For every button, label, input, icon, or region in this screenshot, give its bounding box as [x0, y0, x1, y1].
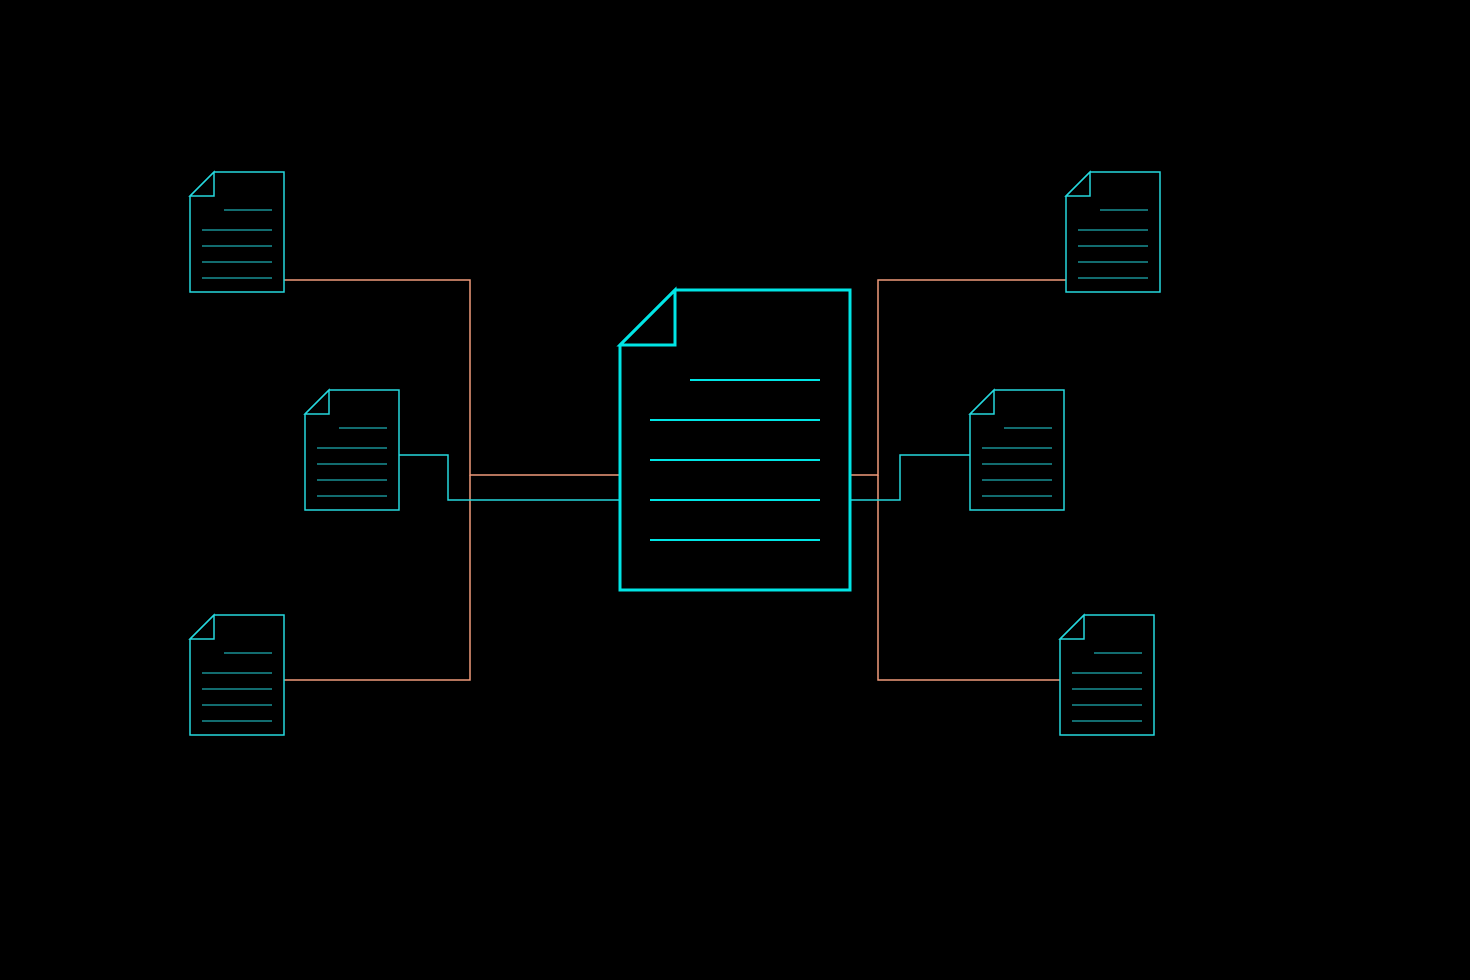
document-network-diagram	[0, 0, 1470, 980]
